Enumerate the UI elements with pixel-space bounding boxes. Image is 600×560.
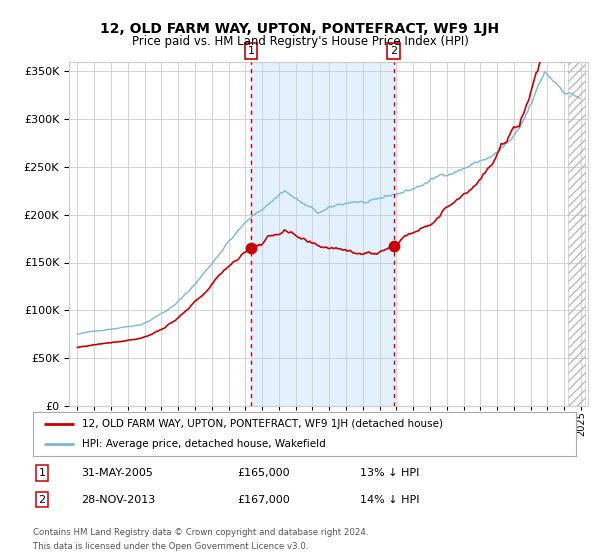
Text: 14% ↓ HPI: 14% ↓ HPI [360,494,419,505]
Text: Contains HM Land Registry data © Crown copyright and database right 2024.: Contains HM Land Registry data © Crown c… [33,528,368,536]
Text: 2: 2 [38,494,46,505]
Text: £165,000: £165,000 [237,468,290,478]
Text: This data is licensed under the Open Government Licence v3.0.: This data is licensed under the Open Gov… [33,542,308,550]
Point [389,242,398,251]
Text: Price paid vs. HM Land Registry's House Price Index (HPI): Price paid vs. HM Land Registry's House … [131,35,469,48]
Text: HPI: Average price, detached house, Wakefield: HPI: Average price, detached house, Wake… [82,439,326,449]
Text: 12, OLD FARM WAY, UPTON, PONTEFRACT, WF9 1JH (detached house): 12, OLD FARM WAY, UPTON, PONTEFRACT, WF9… [82,419,443,429]
Text: 2: 2 [390,46,397,56]
Bar [251,62,394,406]
Text: 31-MAY-2005: 31-MAY-2005 [81,468,153,478]
Point [246,244,256,253]
Text: 13% ↓ HPI: 13% ↓ HPI [360,468,419,478]
Text: 12, OLD FARM WAY, UPTON, PONTEFRACT, WF9 1JH: 12, OLD FARM WAY, UPTON, PONTEFRACT, WF9… [100,22,500,36]
Text: 28-NOV-2013: 28-NOV-2013 [81,494,155,505]
Bar [568,62,585,406]
Text: 1: 1 [38,468,46,478]
Text: 1: 1 [247,46,254,56]
Text: £167,000: £167,000 [237,494,290,505]
